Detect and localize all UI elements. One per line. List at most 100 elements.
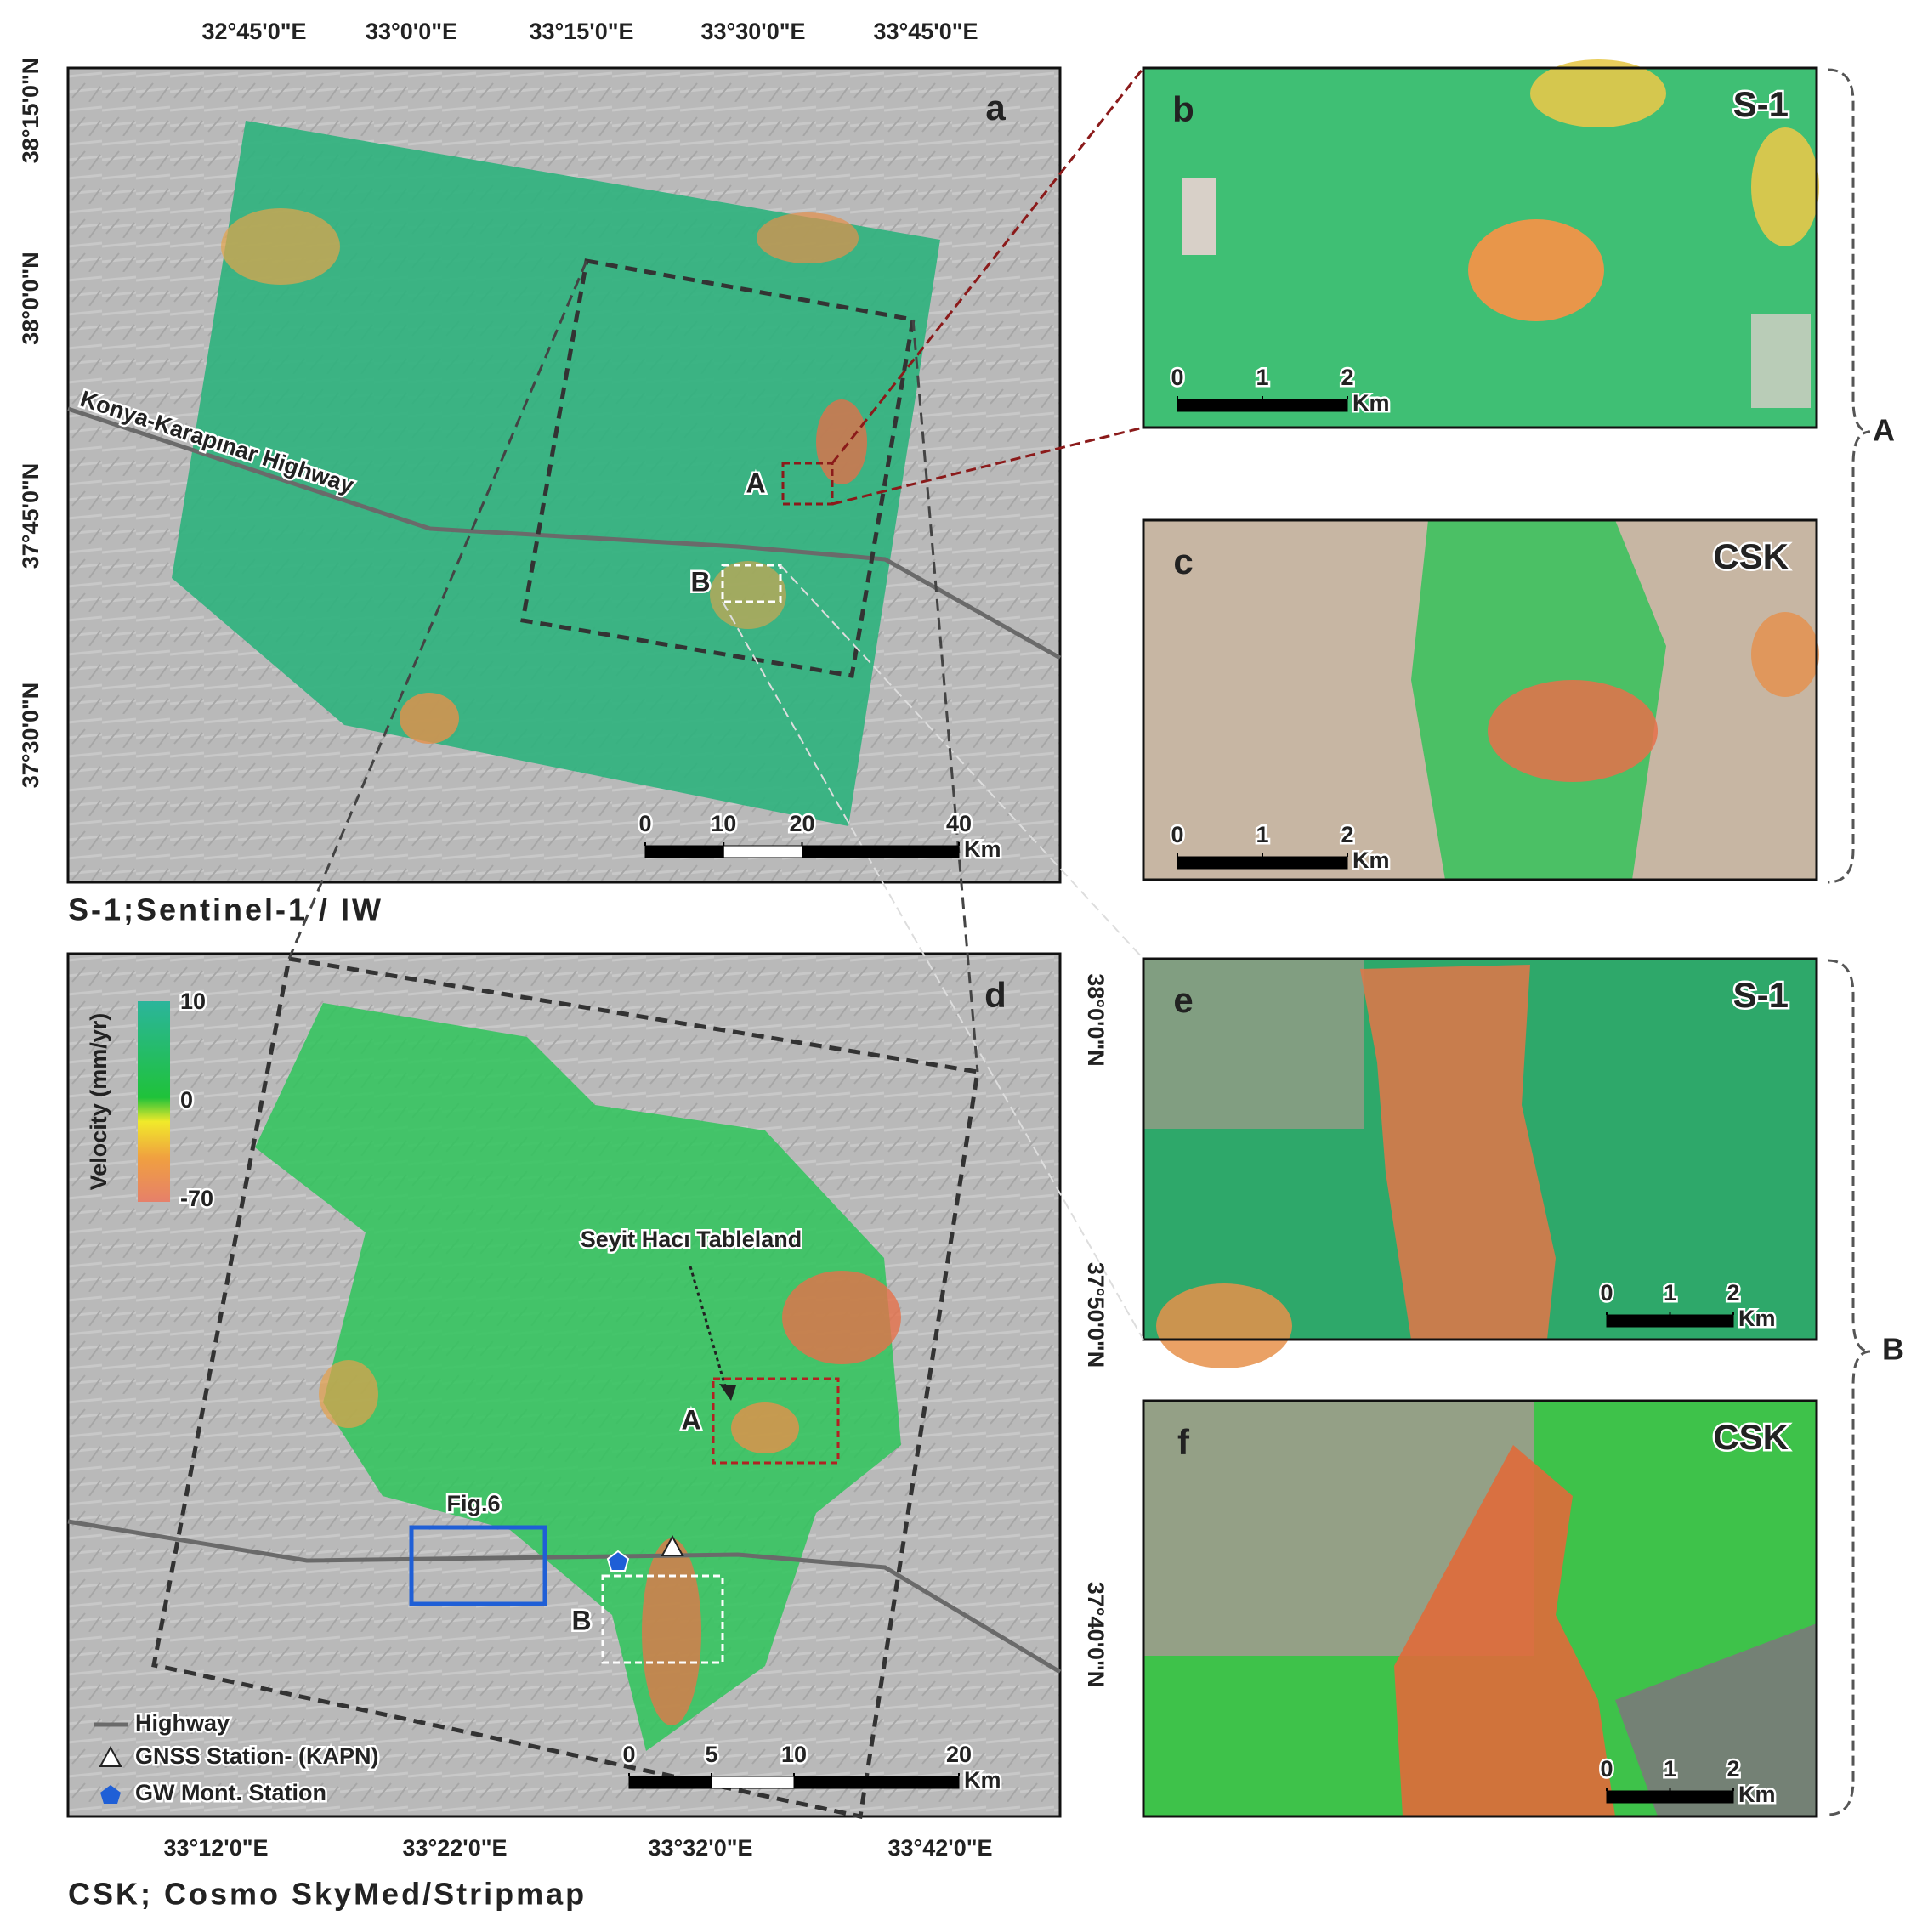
arrow-head [719,1384,736,1401]
lat-label: 38°0'0"N [1083,973,1109,1067]
deformation-area [1394,1445,1615,1816]
panel-a [66,66,1062,884]
footprint-connector [287,260,588,960]
scale-segment [1606,1314,1670,1328]
panel-f [1142,1399,1818,1818]
scale-label: 10 [711,811,736,836]
panel-c [1142,518,1819,881]
deformation-area [1488,680,1658,782]
lat-label: 37°40'0"N [1083,1582,1109,1688]
panel-border [1142,66,1818,429]
scale-unit: Km [1352,847,1390,873]
lon-label: 33°12'0"E [163,1835,268,1861]
panel-letter: e [1173,980,1193,1020]
annotation: Seyit Hacı Tableland [581,1227,802,1252]
deformation-area [319,1360,378,1428]
lat-label: 38°15'0"N [18,58,43,164]
deformation-area [1360,965,1556,1340]
zoom-box-b [721,564,782,603]
lon-label: 33°42'0"E [887,1835,992,1861]
panel-b [1142,59,1819,429]
scale-label: 2 [1727,1756,1739,1782]
scale-label: 0 [1171,365,1183,390]
panel-d [66,952,1062,1819]
gw-station [606,1550,630,1572]
sensor-label: CSK [1713,1417,1789,1457]
zoom-box-a [712,1377,840,1465]
colorbar-label: 10 [180,989,206,1014]
sensor-label: S-1 [1733,84,1789,124]
deformation-area [1751,127,1819,246]
s1-footprint [151,956,980,1819]
scale-segment [1606,1790,1670,1804]
scale-unit: Km [964,836,1001,862]
scale-label: 2 [1341,822,1353,847]
deformation-area [1530,59,1666,127]
no-data [1751,314,1811,408]
scale-label: 0 [1600,1756,1613,1782]
lon-label: 33°45'0"E [873,19,978,44]
deformation-area [642,1538,701,1725]
scale-label: 2 [1341,365,1353,390]
box-label: A [681,1404,700,1435]
zoom-connector [831,426,1144,506]
lon-label: 33°15'0"E [529,19,633,44]
lon-label: 33°22'0"E [402,1835,507,1861]
scale-segment [1177,856,1263,870]
deformation-area [782,1271,901,1364]
fields [1143,959,1364,1129]
lon-label: 32°45'0"E [201,19,306,44]
panel-letter: d [984,975,1007,1015]
deformation-area [1751,612,1819,697]
scale-segment [723,845,802,858]
panel-border [1142,518,1818,881]
scale-unit: Km [1738,1782,1776,1807]
no-data [1182,178,1216,255]
scale-segment [628,1776,712,1789]
lon-label: 33°0'0"E [366,19,457,44]
panel-letter: c [1173,541,1193,581]
zoom-box-b [601,1574,724,1664]
box-label: A [746,467,765,498]
scale-label: 0 [638,811,651,836]
fig6-box [409,1525,547,1606]
scale-label: 0 [1600,1280,1613,1306]
panel-border [1142,957,1818,1341]
deformation-area [731,1402,799,1453]
scale-label: 1 [1664,1280,1676,1306]
zoom-connector [831,67,1145,464]
colorbar [138,1001,170,1202]
panel-border [1142,1399,1818,1818]
scale-label: 20 [946,1742,972,1767]
colorbar-label: 0 [180,1087,193,1113]
csk-footprint [520,258,916,678]
scale-label: 40 [946,811,972,836]
brace-b [1827,959,1871,1816]
legend-gnss-symbol [99,1745,122,1767]
deformation-area [816,399,867,484]
scale-segment [1262,856,1348,870]
panel-e [1142,957,1818,1368]
scale-segment [1177,399,1263,412]
footprint-connector [911,319,979,1073]
scale-unit: Km [1738,1306,1776,1331]
deformation-area [710,561,786,629]
scale-label: 1 [1256,365,1268,390]
coverage [255,1003,901,1751]
scale-label: 2 [1727,1280,1739,1306]
scale-segment [793,1776,960,1789]
scale-segment [711,1776,795,1789]
zoom-connector [722,601,1144,1340]
legend-label: GNSS Station- (KAPN) [135,1743,379,1769]
annotation-arrow [689,1266,729,1396]
deformation-area [221,208,340,285]
sensor-label: CSK [1713,536,1789,576]
scale-label: 0 [622,1742,635,1767]
caption: S-1;Sentinel-1 / IW [68,892,383,927]
box-label: B [690,566,710,597]
scale-label: 5 [705,1742,717,1767]
lat-label: 38°0'0"N [18,252,43,345]
deformation-area [1468,219,1604,321]
panel-letter: a [985,88,1006,127]
